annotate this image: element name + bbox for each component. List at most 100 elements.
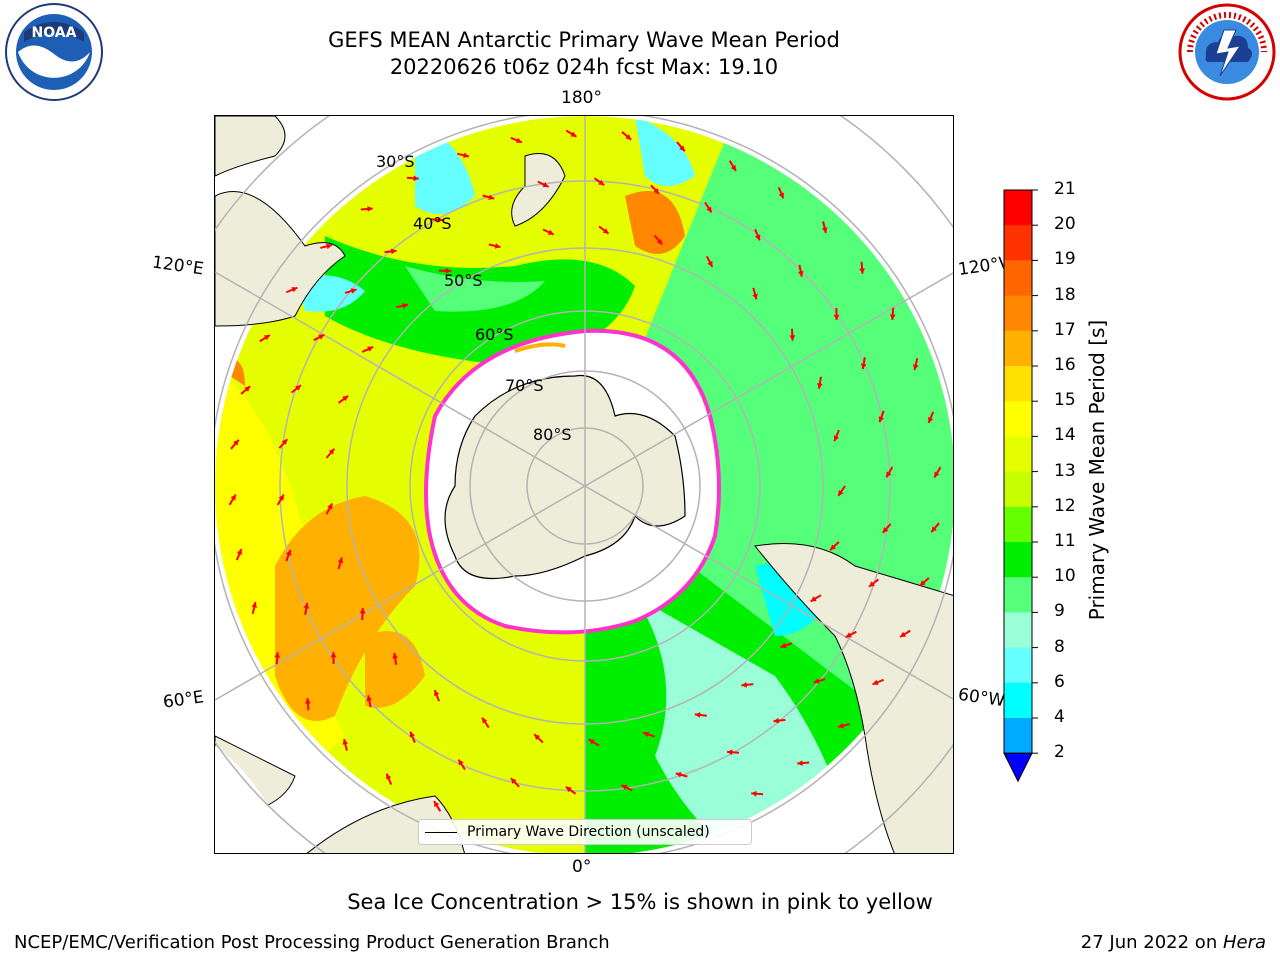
wave-direction-arrow — [481, 717, 490, 729]
colorbar-segment — [1004, 647, 1032, 684]
noaa-logo-text: NOAA — [32, 25, 77, 41]
wave-direction-arrow — [338, 394, 349, 404]
colorbar-tick-label: 17 — [1054, 319, 1076, 340]
lat-label-80s: 80°S — [533, 425, 572, 444]
wave-direction-arrow — [777, 186, 785, 199]
colorbar-tick-label: 12 — [1054, 495, 1076, 516]
lon-label-120e: 120°E — [150, 252, 205, 280]
lon-label-0: 0° — [572, 857, 592, 877]
wave-direction-arrow — [817, 376, 823, 389]
wave-direction-arrow — [829, 541, 840, 551]
colorbar — [1003, 189, 1038, 783]
wave-direction-arrow — [821, 221, 828, 234]
wave-direction-arrow — [406, 175, 419, 182]
wave-direction-arrow — [878, 410, 885, 423]
wave-direction-arrow — [457, 152, 470, 159]
wave-direction-arrow — [274, 652, 281, 665]
wave-direction-arrow — [537, 180, 550, 188]
land-africa-top — [215, 116, 286, 177]
wave-direction-arrow — [488, 243, 501, 249]
colorbar-tick-label: 2 — [1054, 742, 1065, 763]
wave-direction-arrow — [337, 557, 344, 570]
wave-direction-arrow — [728, 160, 737, 172]
lon-label-180: 180° — [561, 88, 602, 108]
wave-direction-arrow — [789, 328, 796, 341]
wave-direction-arrow — [240, 385, 251, 395]
wave-direction-arrow — [881, 523, 892, 534]
wave-direction-arrow — [833, 429, 840, 442]
wave-direction-arrow — [752, 287, 758, 300]
wave-direction-arrow — [392, 652, 399, 665]
colorbar-label: Primary Wave Mean Period [s] — [1085, 319, 1109, 621]
wave-direction-arrow — [754, 228, 761, 241]
colorbar-segment — [1004, 330, 1032, 367]
colorbar-tick-label: 4 — [1054, 707, 1065, 727]
wave-direction-arrow — [704, 201, 713, 214]
wave-direction-arrow — [409, 731, 416, 744]
colorbar-tick-label: 11 — [1054, 531, 1076, 551]
colorbar-tick-label: 8 — [1054, 636, 1065, 657]
wave-direction-arrow — [439, 267, 452, 274]
legend-label: Primary Wave Direction (unscaled) — [467, 824, 710, 840]
colorbar-tick-label: 13 — [1054, 460, 1076, 481]
map-panel: Primary Wave Direction (unscaled) — [214, 115, 954, 854]
colorbar-tick-label: 18 — [1054, 284, 1076, 305]
wave-direction-arrow — [705, 255, 714, 268]
wave-direction-arrow — [259, 334, 271, 343]
wave-direction-arrow — [430, 216, 444, 223]
colorbar-tick-label: 14 — [1054, 425, 1076, 446]
wave-direction-arrow — [366, 695, 373, 708]
wave-direction-arrow — [361, 346, 374, 353]
legend-line-swatch — [425, 831, 457, 833]
lat-label-50s: 50°S — [444, 271, 483, 290]
colorbar-tick-label: 16 — [1054, 355, 1076, 375]
lat-label-70s: 70°S — [505, 376, 544, 395]
wave-direction-arrow — [860, 357, 867, 370]
wave-direction-arrow — [325, 503, 334, 515]
wave-direction-arrow — [620, 784, 633, 792]
wave-direction-arrow — [510, 777, 520, 788]
wave-direction-arrow — [305, 698, 311, 711]
colorbar-segment — [1004, 436, 1032, 473]
colorbar-segment — [1004, 612, 1032, 649]
wave-direction-arrow — [235, 548, 243, 561]
land-australia — [215, 191, 346, 327]
wave-direction-arrow — [813, 678, 826, 684]
wave-direction-arrow — [621, 131, 632, 141]
wave-direction-arrow — [889, 307, 896, 320]
noaa-logo: NOAA — [5, 3, 103, 101]
wave-direction-arrow — [278, 438, 289, 449]
wave-direction-arrow — [676, 141, 686, 152]
colorbar-segment — [1004, 718, 1032, 754]
graticule — [215, 116, 953, 853]
colorbar-segment — [1004, 260, 1032, 297]
wave-direction-arrow — [285, 286, 298, 294]
lon-label-60e: 60°E — [161, 687, 206, 713]
wave-direction-arrow — [833, 308, 840, 321]
wave-direction-arrow — [588, 738, 600, 747]
wave-direction-arrow — [927, 411, 935, 424]
colorbar-tick-label: 20 — [1054, 214, 1076, 235]
chart-title: GEFS MEAN Antarctic Primary Wave Mean Pe… — [328, 28, 840, 52]
colorbar-extend-triangle — [1003, 752, 1033, 783]
wave-direction-arrow — [482, 194, 495, 201]
sea-ice-note: Sea Ice Concentration > 15% is shown in … — [347, 890, 933, 914]
wave-direction-arrow — [868, 578, 880, 588]
wave-direction-arrow — [290, 384, 302, 394]
wave-direction-arrow — [384, 248, 397, 255]
colorbar-tick-label: 10 — [1054, 566, 1076, 587]
wave-direction-arrow — [433, 800, 442, 812]
wave-direction-arrow — [325, 448, 336, 459]
wave-direction-arrow — [565, 129, 577, 138]
colorbar-segment — [1004, 225, 1032, 261]
colorbar-segment — [1004, 682, 1032, 719]
wave-direction-arrow — [320, 243, 333, 250]
lat-label-40s: 40°S — [413, 214, 452, 233]
wave-direction-arrow — [780, 642, 793, 649]
wave-direction-arrow — [510, 136, 523, 144]
colorbar-tick-label: 6 — [1054, 671, 1065, 692]
wave-direction-arrow — [598, 225, 610, 235]
wave-direction-arrow — [933, 466, 942, 478]
colorbar-segment — [1004, 401, 1032, 437]
colorbar-segment — [1004, 366, 1032, 402]
